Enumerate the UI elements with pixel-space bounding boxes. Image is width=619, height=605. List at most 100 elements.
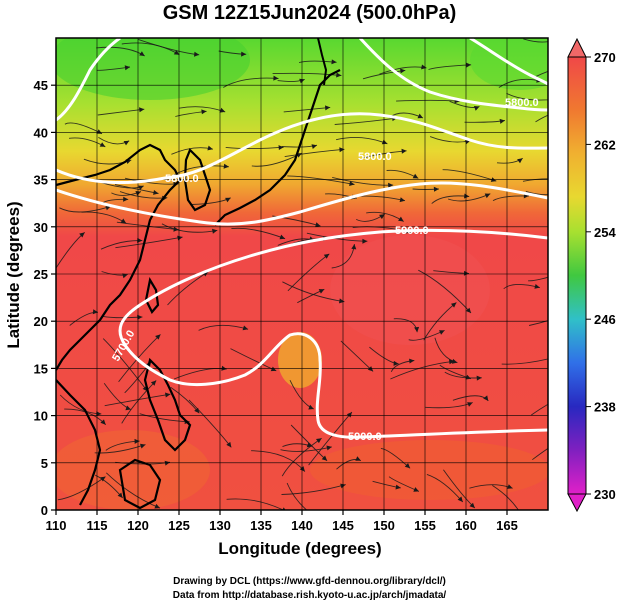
x-tick-label: 120 bbox=[127, 518, 149, 533]
x-tick-label: 125 bbox=[168, 518, 190, 533]
streamline-arrow bbox=[399, 197, 405, 203]
y-tick-label: 10 bbox=[34, 409, 48, 424]
x-tick-label: 130 bbox=[209, 518, 231, 533]
streamline-arrow bbox=[316, 438, 322, 444]
streamline-arrow bbox=[279, 234, 286, 240]
streamline-arrow bbox=[273, 75, 279, 81]
streamline bbox=[64, 122, 103, 135]
streamline-arrow bbox=[134, 438, 140, 444]
coastline-asia bbox=[56, 143, 182, 371]
streamline-arrow bbox=[311, 144, 317, 149]
streamline bbox=[286, 482, 308, 510]
streamline-arrow bbox=[560, 110, 566, 115]
streamline-arrow bbox=[339, 298, 345, 304]
streamline-arrow bbox=[139, 51, 145, 56]
contour-5700 bbox=[56, 38, 121, 122]
field-patch bbox=[278, 332, 322, 388]
streamline-arrow bbox=[321, 455, 328, 461]
streamline-arrow bbox=[409, 358, 415, 364]
streamline-arrow bbox=[212, 228, 218, 234]
streamline-arrow bbox=[466, 62, 472, 68]
streamline-arrow bbox=[457, 496, 463, 502]
streamline-arrow bbox=[124, 65, 130, 71]
streamline-arrow bbox=[123, 140, 130, 146]
x-tick-label: 110 bbox=[46, 518, 67, 533]
streamline bbox=[272, 72, 342, 76]
streamline-arrow bbox=[557, 35, 562, 40]
colorbar-tick-label: 254 bbox=[594, 225, 616, 240]
streamline-arrow bbox=[451, 302, 457, 308]
streamline-arrow bbox=[367, 366, 374, 372]
credit-drawing: Drawing by DCL (https://www.gfd-dennou.o… bbox=[173, 576, 446, 587]
streamline-arrow bbox=[401, 148, 407, 154]
streamline-arrow bbox=[139, 107, 145, 113]
colorbar-top-arrow bbox=[567, 37, 587, 58]
streamline-arrow bbox=[465, 374, 471, 380]
streamline-arrow bbox=[278, 145, 284, 150]
streamline-arrow bbox=[562, 313, 568, 318]
streamline bbox=[121, 380, 157, 424]
streamline bbox=[281, 484, 346, 495]
streamline-arrow bbox=[339, 147, 345, 153]
streamline bbox=[102, 338, 148, 392]
streamline-arrow bbox=[154, 503, 160, 509]
contour-5800-east bbox=[469, 38, 548, 86]
streamline-arrow bbox=[507, 484, 513, 489]
y-tick-label: 40 bbox=[34, 125, 48, 140]
streamline bbox=[281, 437, 322, 477]
streamline bbox=[531, 403, 548, 416]
streamline-arrow bbox=[395, 484, 401, 490]
streamline-arrow bbox=[226, 441, 232, 448]
x-tick-label: 155 bbox=[414, 518, 436, 533]
streamline-arrow bbox=[404, 463, 411, 469]
streamline-arrow bbox=[120, 218, 127, 224]
streamline bbox=[529, 320, 548, 326]
y-tick-label: 20 bbox=[34, 314, 48, 329]
streamline-arrow bbox=[173, 50, 180, 55]
streamline-arrow bbox=[414, 326, 420, 333]
streamline-arrow bbox=[467, 402, 473, 407]
streamline-arrow bbox=[534, 284, 540, 289]
streamline bbox=[523, 38, 548, 43]
y-tick-label: 45 bbox=[34, 78, 48, 93]
field-patch bbox=[56, 430, 210, 510]
x-tick-label: 135 bbox=[250, 518, 272, 533]
streamline-arrow bbox=[549, 275, 555, 280]
streamline bbox=[390, 360, 455, 380]
streamline bbox=[522, 178, 548, 182]
streamline-arrow bbox=[99, 142, 106, 147]
streamline-arrow bbox=[165, 392, 171, 398]
contour-5900-lower bbox=[118, 228, 548, 439]
streamline-arrow bbox=[556, 440, 562, 445]
streamline-arrow bbox=[225, 197, 231, 203]
streamline-arrow bbox=[464, 193, 470, 199]
coastline-sakhalin bbox=[317, 38, 328, 86]
coastline-taiwan bbox=[144, 276, 160, 314]
streamline-arrow bbox=[137, 237, 143, 243]
streamline-arrow bbox=[499, 118, 505, 124]
streamline bbox=[104, 393, 171, 407]
x-tick-label: 150 bbox=[373, 518, 395, 533]
x-axis-ticks: 110 115 120 125 130 135 140 145 150 155 160 165 bbox=[46, 510, 518, 533]
streamline bbox=[308, 411, 353, 466]
streamline-arrow bbox=[241, 51, 247, 57]
streamline-arrow bbox=[379, 214, 385, 220]
streamline-arrow bbox=[349, 181, 355, 186]
contour-label: 5900.0 bbox=[395, 225, 429, 237]
streamline-arrow bbox=[207, 145, 213, 151]
streamline-arrow bbox=[388, 182, 394, 188]
streamline-arrow bbox=[351, 244, 357, 250]
streamline-arrow bbox=[194, 51, 200, 57]
streamline bbox=[57, 476, 106, 501]
streamline-arrow bbox=[336, 72, 342, 78]
streamline bbox=[535, 114, 548, 123]
streamline-arrow bbox=[308, 404, 314, 410]
streamline bbox=[59, 205, 111, 213]
streamline-arrow bbox=[326, 445, 332, 451]
streamline-arrow bbox=[451, 358, 458, 364]
colorbar-ticks: 270 262 254 246 238 230 bbox=[586, 50, 616, 502]
streamline-arrow bbox=[153, 190, 159, 195]
streamline-arrow bbox=[439, 330, 445, 335]
streamline-arrow bbox=[117, 492, 123, 498]
